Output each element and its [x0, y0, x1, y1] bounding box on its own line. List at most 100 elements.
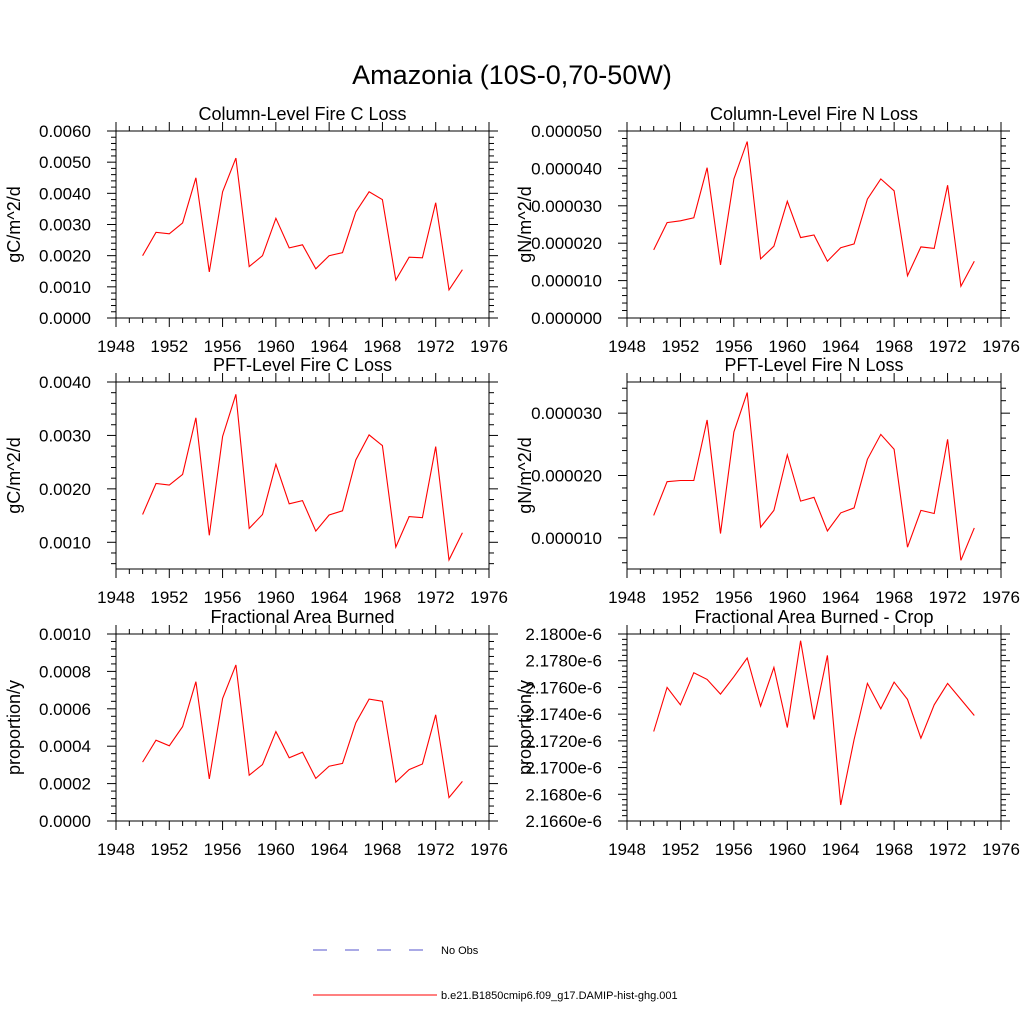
x-tick-label: 1964 — [310, 840, 348, 859]
y-axis-label: gN/m^2/d — [515, 437, 535, 513]
x-tick-label: 1956 — [715, 588, 753, 607]
y-tick-label: 0.0000 — [39, 812, 91, 831]
plot-frame — [115, 381, 490, 570]
y-tick-label: 0.0050 — [39, 153, 91, 172]
y-tick-label: 0.0010 — [39, 533, 91, 552]
x-tick-label: 1948 — [608, 840, 646, 859]
x-tick-label: 1956 — [715, 840, 753, 859]
series-line — [142, 157, 463, 292]
x-tick-label: 1972 — [417, 588, 455, 607]
y-tick-label: 0.0010 — [39, 278, 91, 297]
y-tick-label: 0.0006 — [39, 700, 91, 719]
y-tick-label: 0.000000 — [531, 309, 602, 328]
x-tick-label: 1960 — [257, 840, 295, 859]
y-tick-label: 0.000050 — [531, 122, 602, 141]
chart-title: Fractional Area Burned — [210, 607, 394, 627]
x-tick-label: 1968 — [364, 588, 402, 607]
x-tick-label: 1976 — [982, 588, 1020, 607]
x-tick-label: 1976 — [470, 840, 508, 859]
y-tick-label: 0.0030 — [39, 216, 91, 235]
chart-panel-6: Fractional Area Burned - Crop proportion/… — [515, 607, 1020, 859]
y-tick-label: 0.0010 — [39, 625, 91, 644]
y-tick-label: 2.1760e-6 — [525, 678, 602, 697]
y-tick-label: 0.000040 — [531, 159, 602, 178]
x-tick-label: 1956 — [204, 840, 242, 859]
x-tick-label: 1976 — [470, 337, 508, 356]
x-tick-label: 1948 — [97, 840, 135, 859]
x-tick-label: 1964 — [310, 337, 348, 356]
x-tick-label: 1968 — [364, 337, 402, 356]
x-tick-label: 1956 — [715, 337, 753, 356]
x-tick-label: 1960 — [768, 337, 806, 356]
x-tick-label: 1960 — [768, 588, 806, 607]
series-line — [653, 640, 975, 806]
y-tick-label: 0.0002 — [39, 775, 91, 794]
x-tick-label: 1956 — [204, 337, 242, 356]
x-tick-label: 1952 — [150, 840, 188, 859]
x-tick-label: 1976 — [982, 337, 1020, 356]
y-axis-label: gC/m^2/d — [4, 437, 24, 513]
y-tick-label: 2.1740e-6 — [525, 705, 602, 724]
x-tick-label: 1952 — [662, 588, 700, 607]
y-tick-label: 2.1800e-6 — [525, 625, 602, 644]
x-tick-label: 1964 — [822, 337, 860, 356]
chart-panel-3: PFT-Level Fire C Loss gC/m^2/d 1948 1952 195… — [4, 355, 508, 607]
x-tick-label: 1976 — [470, 588, 508, 607]
x-tick-label: 1964 — [822, 840, 860, 859]
x-tick-label: 1964 — [310, 588, 348, 607]
chart-panel-1: Column-Level Fire C Loss gC/m^2/d 1948 1952… — [4, 104, 508, 356]
x-tick-label: 1948 — [608, 337, 646, 356]
series-line — [653, 141, 975, 288]
y-axis-label: gN/m^2/d — [515, 186, 535, 262]
y-tick-label: 0.0008 — [39, 662, 91, 681]
y-tick-label: 0.000030 — [531, 404, 602, 423]
x-tick-label: 1952 — [150, 337, 188, 356]
chart-panel-4: PFT-Level Fire N Loss gN/m^2/d 1948 1952 195… — [515, 355, 1020, 607]
y-tick-label: 0.0030 — [39, 426, 91, 445]
x-tick-label: 1956 — [204, 588, 242, 607]
x-tick-label: 1960 — [768, 840, 806, 859]
y-tick-label: 0.0060 — [39, 122, 91, 141]
y-tick-label: 0.0020 — [39, 247, 91, 266]
y-tick-label: 0.000010 — [531, 529, 602, 548]
plot-frame — [626, 633, 1002, 822]
y-tick-label: 0.0004 — [39, 737, 91, 756]
page-title: Amazonia (10S-0,70-50W) — [352, 60, 672, 90]
x-tick-label: 1960 — [257, 588, 295, 607]
x-tick-label: 1948 — [97, 337, 135, 356]
chart-panel-5: Fractional Area Burned proportion/y 1948 19… — [4, 607, 508, 859]
x-tick-label: 1948 — [97, 588, 135, 607]
x-tick-label: 1960 — [257, 337, 295, 356]
y-axis-label: proportion/y — [4, 680, 24, 775]
plot-frame — [115, 130, 490, 319]
chart-panel-2: Column-Level Fire N Loss gN/m^2/d 1948 1952… — [515, 104, 1020, 356]
y-tick-label: 0.0020 — [39, 480, 91, 499]
legend-label-no-obs: No Obs — [441, 945, 479, 957]
y-tick-label: 0.000020 — [531, 467, 602, 486]
y-tick-label: 0.000010 — [531, 272, 602, 291]
x-tick-label: 1964 — [822, 588, 860, 607]
x-tick-label: 1952 — [150, 588, 188, 607]
y-tick-label: 2.1780e-6 — [525, 652, 602, 671]
x-tick-label: 1952 — [662, 840, 700, 859]
chart-title: PFT-Level Fire N Loss — [724, 355, 903, 375]
chart-title: Column-Level Fire N Loss — [710, 104, 918, 124]
y-tick-label: 2.1680e-6 — [525, 785, 602, 804]
x-tick-label: 1952 — [662, 337, 700, 356]
x-tick-label: 1972 — [929, 840, 967, 859]
x-tick-label: 1972 — [929, 588, 967, 607]
y-tick-label: 2.1660e-6 — [525, 812, 602, 831]
series-line — [653, 392, 975, 561]
x-tick-label: 1968 — [875, 840, 913, 859]
x-tick-label: 1972 — [929, 337, 967, 356]
plot-frame — [115, 633, 490, 822]
y-axis-label: proportion/y — [515, 680, 535, 775]
plot-frame — [626, 381, 1002, 570]
y-tick-label: 0.0040 — [39, 184, 91, 203]
chart-title: Fractional Area Burned - Crop — [694, 607, 933, 627]
series-line — [142, 394, 463, 562]
legend: No Obs b.e21.B1850cmip6.f09_g17.DAMIP-his… — [313, 945, 678, 1002]
y-tick-label: 2.1720e-6 — [525, 732, 602, 751]
chart-title: Column-Level Fire C Loss — [198, 104, 406, 124]
